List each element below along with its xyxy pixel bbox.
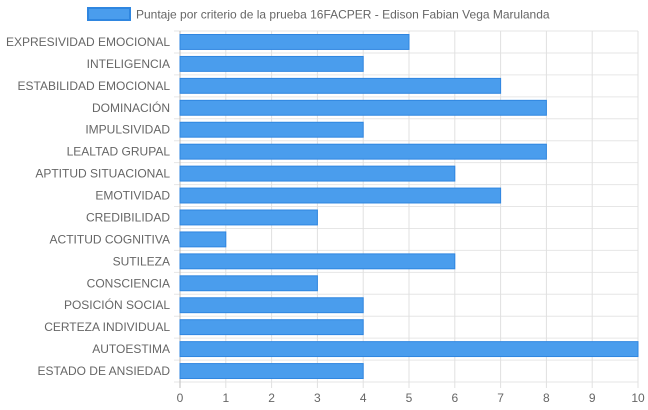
bar[interactable]: [179, 319, 364, 336]
legend-swatch: [87, 7, 131, 21]
category-label: ESTABILIDAD EMOCIONAL: [18, 79, 171, 93]
x-tick-label: 5: [406, 391, 413, 405]
bar[interactable]: [179, 99, 547, 116]
bar[interactable]: [179, 253, 456, 270]
category-label: AUTOESTIMA: [92, 342, 170, 356]
category-label: CONSCIENCIA: [87, 276, 170, 290]
bar[interactable]: [179, 341, 639, 358]
category-label: ACTITUD COGNITIVA: [50, 232, 170, 246]
x-tick-label: 10: [631, 391, 645, 405]
category-label: POSICIÓN SOCIAL: [64, 297, 170, 312]
legend[interactable]: Puntaje por criterio de la prueba 16FACP…: [87, 7, 550, 22]
category-label: APTITUD SITUACIONAL: [35, 167, 170, 181]
category-label: DOMINACIÓN: [92, 100, 170, 115]
x-tick-label: 4: [360, 391, 367, 405]
x-tick-label: 8: [543, 391, 550, 405]
bar[interactable]: [179, 209, 318, 226]
category-label: EXPRESIVIDAD EMOCIONAL: [6, 35, 170, 49]
x-tick-label: 1: [222, 391, 229, 405]
category-label: SUTILEZA: [113, 254, 170, 268]
bar[interactable]: [179, 187, 502, 204]
bar[interactable]: [179, 297, 364, 314]
legend-series-name: Puntaje por criterio de la prueba 16FACP…: [136, 8, 550, 22]
bar[interactable]: [179, 165, 456, 182]
category-label: CERTEZA INDIVIDUAL: [44, 320, 170, 334]
bar[interactable]: [179, 143, 547, 160]
x-tick-label: 6: [451, 391, 458, 405]
bar[interactable]: [179, 55, 364, 72]
bar[interactable]: [179, 363, 364, 379]
category-labels: EXPRESIVIDAD EMOCIONAL INTELIGENCIA ESTABI…: [6, 35, 170, 378]
category-label: LEALTAD GRUPAL: [67, 145, 171, 159]
category-label: CREDIBILIDAD: [86, 210, 170, 224]
bars: [179, 34, 639, 379]
bar[interactable]: [179, 77, 502, 94]
x-tick-labels: 0 1 2 3 4 5 6 7 8 9 10: [177, 391, 645, 405]
category-label: IMPULSIVIDAD: [85, 123, 170, 137]
x-tick-label: 9: [589, 391, 596, 405]
x-tick-label: 2: [268, 391, 275, 405]
bar[interactable]: [179, 231, 227, 248]
grid: [174, 30, 639, 388]
x-tick-label: 3: [314, 391, 321, 405]
bar[interactable]: [179, 121, 364, 138]
category-label: INTELIGENCIA: [87, 57, 170, 71]
bar[interactable]: [179, 275, 318, 292]
category-label: ESTADO DE ANSIEDAD: [38, 364, 171, 378]
x-tick-label: 7: [497, 391, 504, 405]
bar[interactable]: [179, 34, 410, 50]
x-tick-label: 0: [177, 391, 184, 405]
category-label: EMOTIVIDAD: [95, 189, 170, 203]
